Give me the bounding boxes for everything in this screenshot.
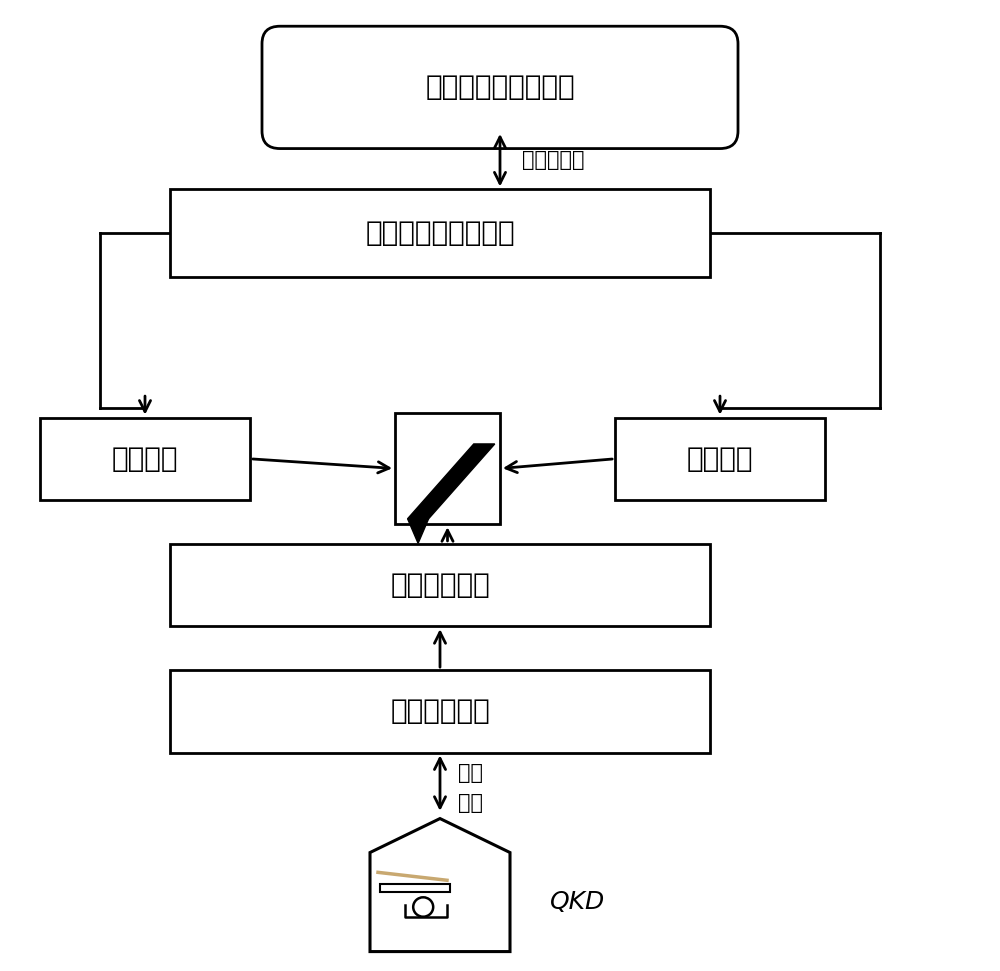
Bar — [395, 413, 500, 524]
Polygon shape — [408, 444, 495, 519]
FancyBboxPatch shape — [262, 26, 738, 149]
Text: 求应: 求应 — [458, 792, 483, 813]
Bar — [380, 885, 450, 892]
Polygon shape — [370, 819, 510, 952]
Text: 请求和响应: 请求和响应 — [522, 151, 584, 170]
Bar — [170, 670, 710, 753]
Text: 量子密钥采集: 量子密钥采集 — [390, 697, 490, 725]
Bar — [615, 418, 825, 500]
Text: 量子密钥分发服务器: 量子密钥分发服务器 — [365, 219, 515, 247]
Bar — [170, 189, 710, 277]
Text: QKD: QKD — [550, 890, 605, 914]
Text: 量子密钥存储: 量子密钥存储 — [390, 571, 490, 599]
Circle shape — [413, 897, 433, 917]
Text: 文件监视: 文件监视 — [112, 445, 178, 473]
Polygon shape — [408, 519, 429, 544]
Bar — [170, 544, 710, 626]
Text: 量子密钥请求客户端: 量子密钥请求客户端 — [425, 74, 575, 101]
Text: 文件读取: 文件读取 — [687, 445, 753, 473]
Bar — [40, 418, 250, 500]
Text: 请响: 请响 — [458, 763, 483, 784]
